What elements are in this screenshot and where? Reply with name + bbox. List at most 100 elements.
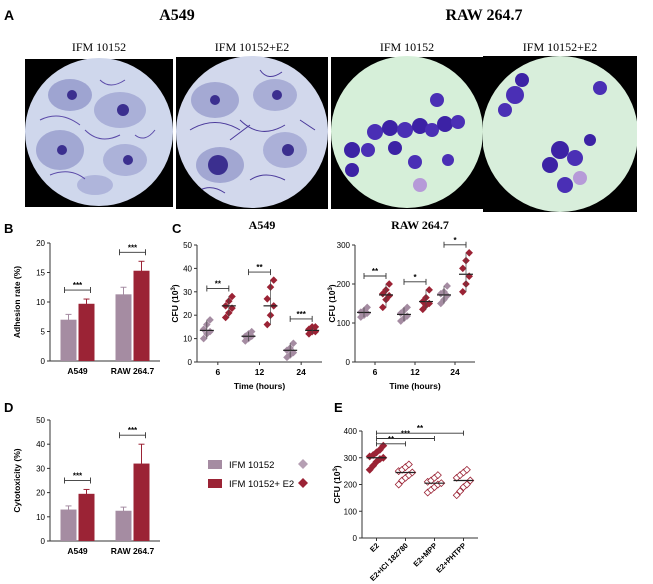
y-tick-label: 15	[36, 269, 45, 278]
data-point	[425, 286, 433, 294]
significance-label: *	[453, 236, 457, 245]
group-label-a549: A549	[159, 7, 195, 24]
y-tick-label: 200	[337, 280, 351, 289]
data-point	[433, 471, 442, 480]
micrograph-a549-ifm-e2	[176, 56, 328, 209]
legend-swatch-ifm	[208, 460, 222, 469]
data-point	[199, 334, 208, 343]
x-tick-label: E2+PHTPP	[434, 541, 468, 575]
chart-cfu-a549: 0 10 20 30 40 50 CFU (103) Time (hours) 6 ** 12 ** 2…	[170, 241, 322, 391]
panel-d-letter: D	[4, 400, 13, 415]
panel-e-letter: E	[334, 400, 343, 415]
legend-marker-ifm	[298, 459, 308, 469]
significance-label: ***	[73, 281, 83, 290]
bar	[60, 509, 77, 541]
bar	[133, 463, 150, 541]
bar	[78, 303, 95, 361]
data-point	[443, 282, 451, 290]
x-axis-label: Time (hours)	[234, 381, 285, 391]
legend-label-ifm: IFM 10152	[229, 460, 274, 471]
y-tick-label: 20	[183, 311, 192, 320]
data-point	[419, 305, 427, 314]
data-point	[462, 465, 471, 474]
y-tick-label: 20	[36, 489, 45, 498]
group-label-raw: RAW 264.7	[445, 7, 522, 24]
panel-c-letter: C	[172, 221, 182, 236]
bar	[115, 294, 132, 361]
significance-label: **	[372, 267, 379, 276]
significance-label: **	[215, 279, 222, 288]
y-tick-label: 100	[337, 319, 351, 328]
legend-label-ifm-e2: IFM 10152+ E2	[229, 479, 294, 490]
data-point	[437, 299, 445, 308]
data-point	[247, 327, 256, 336]
y-tick-label: 40	[183, 264, 192, 273]
comparison-label: **	[417, 424, 424, 433]
y-tick-label: 50	[36, 416, 45, 425]
x-tick-label: 12	[255, 367, 265, 377]
y-tick-label: 10	[36, 513, 45, 522]
image-label-3: IFM 10152	[380, 40, 434, 54]
x-tick-label: 6	[215, 367, 220, 377]
y-tick-label: 5	[41, 328, 46, 337]
y-tick-label: 400	[344, 427, 358, 436]
panel-b-letter: B	[4, 221, 13, 236]
x-tick-label: 12	[410, 367, 420, 377]
significance-label: ***	[296, 310, 306, 319]
bar	[133, 270, 150, 361]
x-tick-label: A549	[67, 546, 88, 556]
data-point	[269, 276, 278, 284]
data-point	[385, 280, 393, 288]
y-tick-label: 0	[41, 357, 46, 366]
y-tick-label: 300	[337, 241, 351, 250]
y-tick-label: 40	[36, 440, 45, 449]
data-point	[228, 292, 236, 301]
legend: IFM 10152 IFM 10152+ E2	[208, 459, 308, 490]
data-point	[375, 445, 384, 454]
significance-label: **	[256, 263, 263, 272]
data-point	[404, 460, 413, 469]
y-tick-label: 20	[36, 239, 45, 248]
comparison-label: **	[388, 435, 395, 444]
x-tick-label: E2+MPP	[411, 541, 438, 568]
data-point	[263, 320, 272, 329]
data-point	[403, 303, 411, 312]
y-axis-label: CFU (103)	[327, 284, 337, 322]
y-tick-label: 0	[188, 358, 193, 367]
chart-cfu-raw: 0 100 200 300 CFU (103) Time (hours) 6 ** 12 * 24 *	[327, 236, 475, 391]
data-point	[394, 480, 403, 489]
significance-label: *	[413, 273, 417, 282]
x-tick-label: 24	[450, 367, 460, 377]
image-label-2: IFM 10152+E2	[215, 40, 289, 54]
data-point	[363, 303, 371, 312]
chart-adhesion-rate: 0 5 10 15 20 Adhesion rate (%) A549 *** RAW 264.…	[12, 239, 160, 376]
y-tick-label: 10	[183, 335, 192, 344]
x-tick-label: 6	[373, 367, 378, 377]
data-point	[462, 480, 471, 489]
y-tick-label: 10	[36, 298, 45, 307]
data-point	[206, 316, 214, 324]
data-point	[289, 348, 298, 357]
image-label-1: IFM 10152	[72, 40, 126, 54]
data-point	[289, 339, 298, 348]
y-axis-label: Cytotoxicity (%)	[12, 448, 22, 512]
data-point	[221, 313, 230, 322]
panel-a-letter: A	[4, 7, 14, 23]
panel-c-subtitle-a549: A549	[249, 218, 276, 232]
legend-marker-ifm-e2	[298, 478, 308, 488]
legend-swatch-ifm-e2	[208, 479, 222, 488]
x-tick-label: RAW 264.7	[111, 546, 155, 556]
bar	[115, 510, 132, 541]
data-point	[465, 249, 473, 257]
micrograph-a549-ifm	[25, 58, 173, 207]
data-point	[365, 465, 374, 474]
y-tick-label: 30	[183, 288, 192, 297]
y-tick-label: 100	[344, 507, 358, 516]
y-tick-label: 300	[344, 454, 358, 463]
data-point	[459, 288, 467, 296]
y-axis-label: Adhesion rate (%)	[12, 266, 22, 338]
significance-label: ***	[73, 471, 83, 480]
bar	[78, 493, 95, 541]
data-point	[459, 264, 467, 273]
